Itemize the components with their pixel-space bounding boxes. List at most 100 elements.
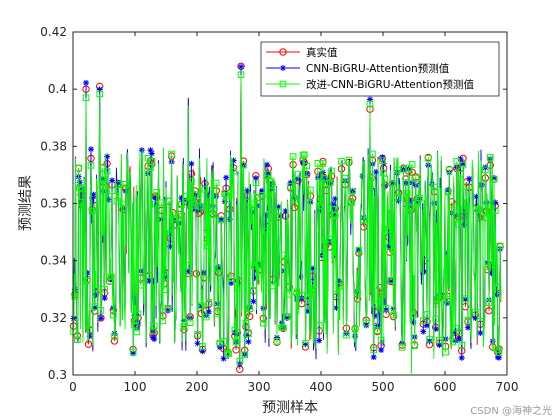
data-point [373,168,380,175]
data-point [335,278,342,285]
data-point [203,313,210,321]
data-point [389,180,396,187]
data-point [237,71,245,79]
data-point [298,291,306,299]
data-point [268,180,276,188]
data-point [97,307,105,314]
data-point [122,180,130,188]
data-point [283,314,290,321]
data-point [369,150,376,158]
data-point [493,291,500,298]
data-point [148,150,155,157]
data-point [250,287,257,294]
data-point [317,202,324,210]
data-point [152,200,159,208]
data-point [183,193,190,200]
y-axis-label: 预测结果 [18,175,34,231]
data-point [472,308,479,316]
data-point [220,338,227,345]
data-point [109,177,116,184]
data-point [426,338,433,345]
data-point [381,175,389,183]
data-point [248,200,256,208]
data-point [180,323,188,331]
data-point [414,199,421,206]
data-point [421,268,428,275]
data-point [370,346,377,354]
data-point [360,216,368,224]
data-point [322,236,329,243]
data-point [367,174,375,182]
data-point [363,322,370,329]
data-point [362,319,370,327]
data-point [234,335,241,343]
data-point [333,304,340,311]
data-point [477,318,484,325]
data-point [107,273,115,281]
data-point [215,264,222,271]
data-point [74,336,81,343]
data-point [279,48,287,56]
data-point [194,340,201,347]
data-point [200,275,208,282]
data-point [390,311,397,319]
data-point [452,324,459,332]
data-point [243,198,251,206]
data-point [293,288,301,296]
data-point [146,278,153,285]
data-point [178,194,185,201]
data-point [186,319,194,327]
data-point [231,326,239,334]
data-point [333,291,340,298]
data-point [246,305,253,313]
data-point [281,251,288,259]
data-point [321,175,328,182]
y-tick-label: 0.3 [48,368,67,382]
data-point [84,340,93,348]
data-point [343,331,350,339]
data-point [241,351,249,359]
data-point [291,195,298,203]
data-point [374,327,381,334]
data-point [150,322,158,330]
data-point [216,339,224,347]
data-point [227,275,235,282]
data-point [251,274,258,281]
data-point [216,344,223,351]
data-point [279,80,287,88]
data-point [378,347,385,354]
data-point [491,207,499,215]
data-point [167,243,174,250]
data-point [493,283,500,291]
data-point [442,348,449,356]
series-line [73,74,502,374]
data-point [113,197,121,205]
data-point [410,311,417,319]
data-point [164,304,172,312]
data-point [145,271,153,279]
data-point [185,268,192,275]
data-point [449,338,457,346]
data-point [170,214,178,222]
data-point [483,214,490,221]
data-point [338,157,345,165]
data-point [195,207,202,214]
data-point [304,293,312,300]
data-point [460,206,468,213]
data-point [101,295,108,302]
data-point [314,159,322,167]
data-point [158,199,165,206]
data-point [175,213,183,220]
data-point [377,336,385,344]
data-point [408,161,416,168]
data-point [114,181,122,188]
data-point [458,354,465,361]
data-point [152,194,159,201]
data-point [265,171,272,178]
data-point [88,207,96,215]
legend-item: CNN-BiGRU-Attention预测值 [266,62,450,75]
data-point [258,191,266,199]
data-point [188,178,195,185]
data-point [100,176,107,183]
data-point [488,261,495,268]
